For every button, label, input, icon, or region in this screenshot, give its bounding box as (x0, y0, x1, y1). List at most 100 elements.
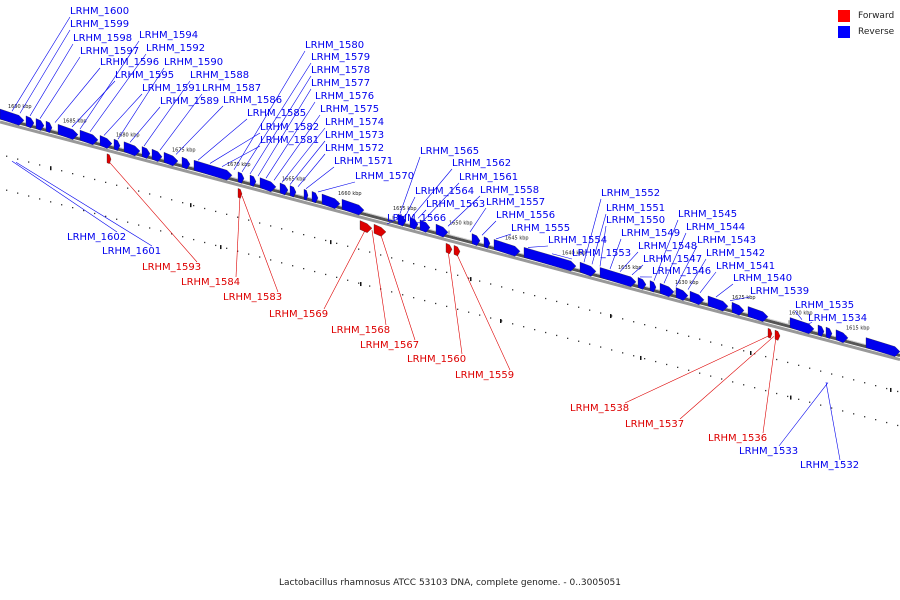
reverse-gene-arrow (435, 223, 449, 238)
track-tick (640, 355, 642, 360)
gene-label: LRHM_1537 (625, 419, 684, 430)
track-dot (193, 204, 195, 207)
track-dot (644, 358, 646, 360)
track-dot (523, 292, 525, 294)
gene-label: LRHM_1532 (800, 460, 859, 471)
gene-label: LRHM_1571 (334, 156, 393, 167)
gene-label: LRHM_1598 (73, 33, 132, 44)
track-dot (864, 382, 866, 384)
track-tick (500, 319, 502, 323)
leader-line (273, 114, 321, 181)
track-dot (17, 192, 19, 194)
gene-label: LRHM_1588 (190, 70, 249, 81)
leader-line (235, 195, 241, 278)
leader-line (29, 43, 74, 117)
tick-label: 1640 kbp (562, 250, 586, 256)
track-dot (116, 184, 118, 186)
track-dot (39, 164, 41, 166)
leader-line (159, 93, 203, 151)
tick-label: 1630 kbp (675, 280, 699, 286)
reverse-gene-arrow (25, 115, 35, 129)
track-dot (149, 227, 151, 229)
track-dot (116, 218, 118, 220)
track-dot (820, 370, 822, 372)
reverse-gene-arrow (659, 283, 675, 298)
gene-label: LRHM_1553 (572, 248, 631, 259)
tick-label: 1670 kbp (227, 162, 251, 168)
gene-label: LRHM_1542 (706, 248, 765, 259)
track-dot (127, 187, 129, 189)
gene-label: LRHM_1549 (621, 228, 680, 239)
gene-label-layer: LRHM_1600LRHM_1599LRHM_1598LRHM_1597LRHM… (67, 6, 867, 471)
track-dot (457, 308, 459, 310)
track-dot (61, 170, 63, 172)
track-dot (853, 379, 855, 381)
gene-label: LRHM_1594 (139, 30, 198, 41)
track-tick (790, 395, 792, 400)
track-dot (743, 350, 745, 352)
track-dot (435, 268, 437, 271)
forward-gene-arrow (445, 243, 453, 255)
leader-line (619, 251, 639, 272)
track-dot (479, 280, 481, 282)
leader-line (481, 220, 497, 236)
track-tick (360, 282, 362, 287)
gene-label: LRHM_1536 (708, 433, 767, 444)
gene-label: LRHM_1562 (452, 158, 511, 169)
gene-label: LRHM_1534 (808, 313, 867, 324)
track-tick (190, 203, 192, 208)
track-dot (292, 231, 294, 233)
track-dot (633, 355, 635, 357)
reverse-gene-arrow (675, 287, 689, 301)
reverse-gene-arrow (689, 290, 705, 306)
leader-line (417, 209, 427, 219)
forward-gene-arrow (106, 153, 112, 165)
track-dot (259, 256, 261, 258)
track-dot (754, 387, 756, 389)
reverse-gene-arrow (99, 135, 113, 149)
leader-line (495, 233, 512, 240)
track-dot (545, 331, 547, 334)
leader-line (15, 161, 153, 247)
track-dot (105, 215, 107, 218)
gene-label: LRHM_1590 (164, 57, 223, 68)
forward-gene-arrow (774, 329, 781, 341)
reverse-gene-arrow (397, 213, 407, 227)
forward-gene-arrow (373, 224, 387, 237)
leader-line (411, 168, 453, 217)
track-tick (610, 314, 612, 319)
track-dot (864, 416, 866, 418)
track-dot (347, 245, 349, 247)
gene-label: LRHM_1552 (601, 188, 660, 199)
track-dot (820, 404, 822, 406)
reverse-gene-arrow (151, 148, 163, 162)
track-dot (270, 225, 272, 227)
track-dot (600, 312, 602, 314)
reverse-gene-arrow (817, 324, 825, 337)
track-dot (501, 286, 503, 288)
track-dot (589, 343, 591, 345)
leader-line (825, 382, 841, 461)
leader-line (379, 232, 416, 341)
gene-label: LRHM_1565 (420, 146, 479, 157)
leader-line (663, 232, 687, 284)
track-dot (699, 372, 701, 374)
gene-label: LRHM_1547 (643, 254, 702, 265)
track-dot (765, 355, 767, 358)
leader-line (143, 80, 191, 147)
reverse-gene-arrow (35, 118, 45, 131)
track-dot (567, 303, 569, 305)
backbone-shadow (0, 120, 900, 362)
gene-label: LRHM_1575 (320, 104, 379, 115)
track-tick (330, 240, 332, 245)
track-dot (721, 378, 723, 380)
track-dot (787, 395, 789, 398)
tick-label: 1655 kbp (393, 206, 417, 212)
reverse-gene-arrow (471, 233, 481, 246)
gene-label: LRHM_1563 (426, 199, 485, 210)
gene-label: LRHM_1570 (355, 171, 414, 182)
track-tick (750, 351, 752, 355)
track-dot (699, 338, 701, 340)
track-dot (248, 253, 250, 255)
track-dot (105, 181, 107, 184)
